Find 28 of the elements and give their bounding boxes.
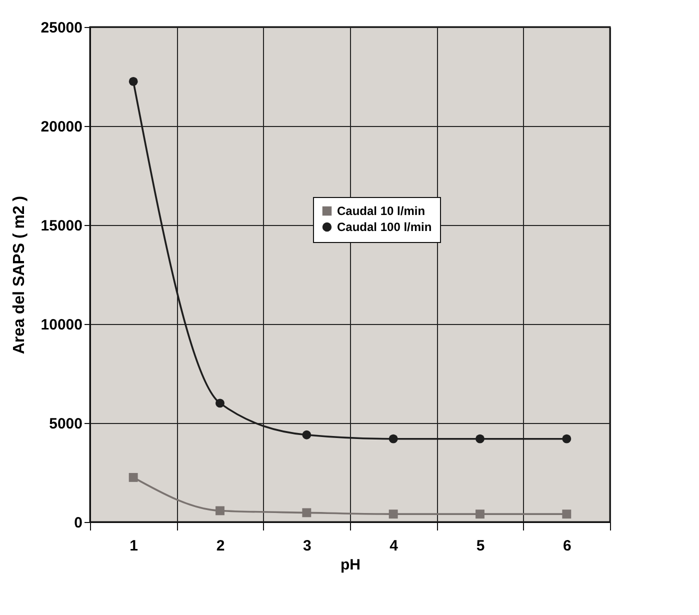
point — [476, 434, 484, 444]
point — [128, 76, 138, 86]
legend-label: Caudal 10 l/min — [337, 204, 426, 218]
x-tick-label: 5 — [476, 538, 485, 554]
x-tick-label: 6 — [562, 538, 572, 554]
legend-label: Caudal 100 l/min — [337, 220, 432, 234]
x-tick-label: 3 — [302, 538, 312, 554]
point — [388, 434, 398, 444]
point — [302, 508, 312, 518]
x-axis-title: pH — [340, 556, 360, 574]
y-tick-label: 0 — [74, 514, 82, 532]
point — [128, 472, 138, 482]
x-tick-label: 2 — [216, 538, 225, 554]
point — [562, 434, 572, 444]
point — [302, 430, 312, 440]
point — [216, 506, 224, 516]
point — [216, 398, 224, 408]
y-tick-label: 10000 — [40, 316, 82, 334]
point — [476, 510, 484, 519]
y-tick-label: 15000 — [40, 218, 82, 234]
x-tick-label: 4 — [390, 538, 399, 554]
y-tick-label: 20000 — [40, 118, 82, 136]
y-tick-label: 25000 — [40, 20, 82, 36]
point — [562, 510, 572, 519]
y-tick-label: 5000 — [49, 416, 82, 432]
x-tick-label: 1 — [130, 538, 138, 554]
y-axis-title: Area del SAPS ( m2 ) — [10, 196, 28, 354]
point — [388, 510, 398, 519]
